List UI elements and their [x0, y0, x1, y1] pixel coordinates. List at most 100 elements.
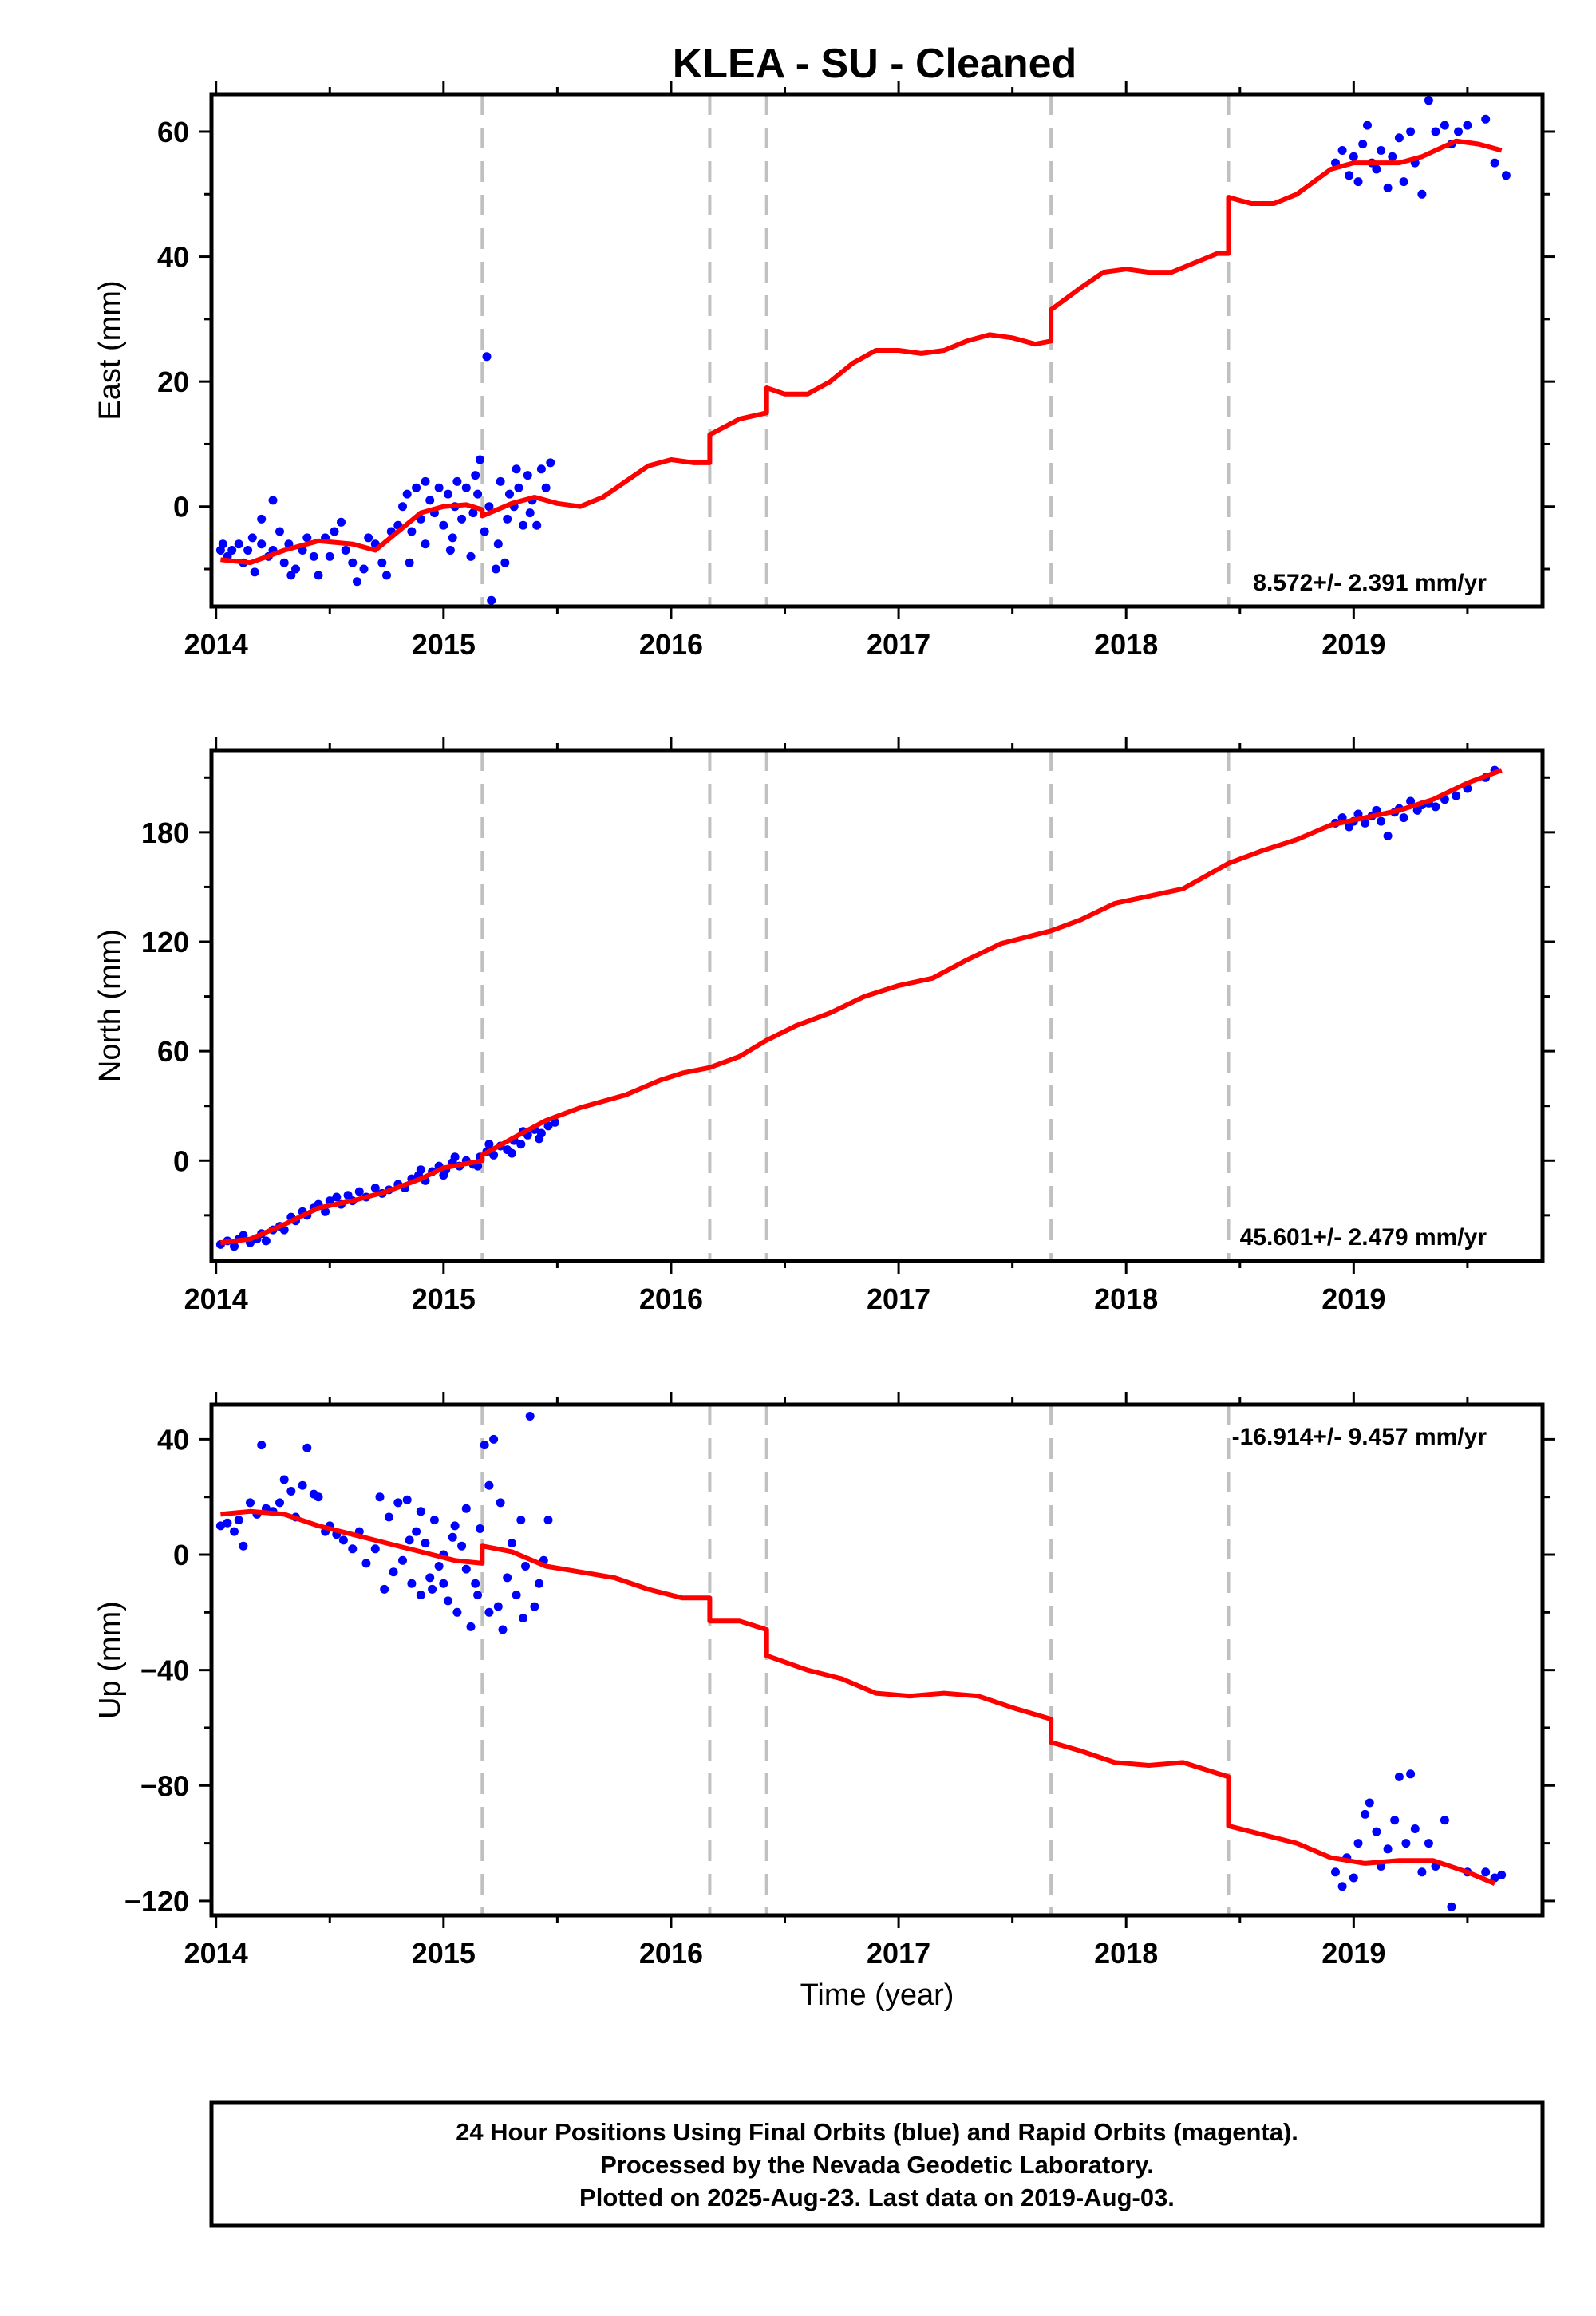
data-point — [1331, 1867, 1340, 1877]
data-point — [246, 1498, 255, 1508]
data-point — [1417, 1867, 1427, 1877]
data-point — [484, 1607, 494, 1617]
data-point — [450, 1152, 460, 1162]
footer-box: 24 Hour Positions Using Final Orbits (bl… — [209, 2100, 1545, 2228]
data-point — [476, 1524, 484, 1533]
data-point — [1431, 802, 1440, 812]
data-point — [257, 539, 267, 549]
data-point — [382, 571, 391, 580]
fit-line — [220, 138, 1503, 566]
data-point — [536, 464, 546, 474]
data-point — [439, 1579, 448, 1588]
data-point — [234, 539, 243, 549]
x-tick-label: 2014 — [184, 628, 248, 661]
data-point — [412, 483, 421, 492]
data-point — [487, 595, 496, 605]
data-point — [275, 1498, 284, 1508]
data-point — [354, 1187, 364, 1196]
panel-1: 2014 2015 2016 2017 2018 2019 0 20 40 60 East (mm)… — [93, 81, 1555, 661]
data-point — [516, 1516, 526, 1525]
data-point — [468, 508, 478, 518]
data-point — [444, 1596, 452, 1606]
y-tick-label: −120 — [124, 1885, 189, 1918]
y-tick-label: 60 — [157, 116, 189, 148]
data-point — [1353, 809, 1363, 819]
data-point — [452, 1607, 462, 1617]
data-point — [279, 558, 289, 567]
data-point — [480, 527, 489, 536]
data-point — [407, 1579, 417, 1588]
data-point — [439, 1171, 448, 1180]
x-tick-label: 2016 — [639, 1937, 703, 1970]
data-point — [1431, 127, 1440, 136]
x-tick-label: 2014 — [184, 1282, 248, 1315]
data-point — [521, 1562, 530, 1571]
data-point — [1349, 152, 1358, 161]
data-point — [514, 483, 523, 492]
x-tick-label: 2017 — [867, 1937, 930, 1970]
data-point — [519, 520, 528, 530]
fit-line — [220, 1508, 1496, 1886]
data-point — [325, 551, 334, 561]
data-point — [337, 517, 346, 527]
data-point — [484, 1480, 494, 1490]
data-point — [512, 1591, 521, 1600]
data-point — [227, 546, 237, 555]
data-point — [257, 514, 267, 524]
data-point — [1497, 1870, 1507, 1879]
data-point — [1481, 114, 1491, 124]
data-point — [1383, 1844, 1393, 1854]
data-point — [523, 471, 532, 480]
data-point — [330, 527, 339, 536]
data-point — [1417, 189, 1427, 199]
plot-area — [215, 1412, 1507, 1911]
data-point — [434, 1562, 444, 1571]
y-tick-label: 0 — [173, 491, 189, 524]
data-point — [398, 502, 407, 512]
data-point — [1361, 818, 1370, 828]
y-tick-label: 40 — [157, 1423, 189, 1456]
data-point — [230, 1242, 239, 1251]
data-point — [309, 551, 318, 561]
data-point — [503, 1573, 512, 1583]
data-point — [1490, 1873, 1499, 1883]
x-tick-label: 2014 — [184, 1937, 248, 1970]
y-tick-label: 40 — [157, 241, 189, 274]
data-point — [543, 1121, 553, 1131]
panels-group: 2014 2015 2016 2017 2018 2019 0 20 40 60 East (mm)… — [93, 81, 1555, 2012]
data-point — [416, 1507, 425, 1516]
data-point — [484, 502, 494, 512]
data-point — [1399, 813, 1408, 823]
data-point — [457, 514, 467, 524]
data-point — [402, 1495, 412, 1504]
x-tick-label: 2016 — [639, 628, 703, 661]
data-point — [421, 476, 430, 486]
data-point — [370, 1544, 380, 1554]
x-tick-label: 2018 — [1094, 628, 1158, 661]
data-point — [1410, 1824, 1420, 1833]
x-tick-label: 2019 — [1321, 628, 1385, 661]
footer-line-1: 24 Hour Positions Using Final Orbits (bl… — [456, 2118, 1298, 2146]
data-point — [338, 1535, 348, 1545]
data-point — [402, 489, 412, 499]
data-point — [476, 455, 484, 464]
data-point — [1406, 1769, 1416, 1779]
data-point — [215, 1521, 225, 1531]
data-point — [1394, 1772, 1404, 1781]
data-point — [407, 527, 417, 536]
data-point — [421, 539, 430, 549]
data-point — [503, 514, 512, 524]
data-point — [493, 1602, 503, 1611]
data-point — [429, 1516, 439, 1525]
data-point — [247, 533, 257, 543]
data-point — [243, 546, 253, 555]
data-point — [348, 1544, 358, 1554]
x-tick-label: 2016 — [639, 1282, 703, 1315]
data-point — [279, 1475, 289, 1484]
data-point — [1454, 127, 1463, 136]
data-point — [1353, 1839, 1363, 1848]
rate-label: 45.601+/- 2.479 mm/yr — [1240, 1224, 1487, 1251]
y-tick-label: 120 — [141, 926, 189, 958]
data-point — [512, 464, 521, 474]
